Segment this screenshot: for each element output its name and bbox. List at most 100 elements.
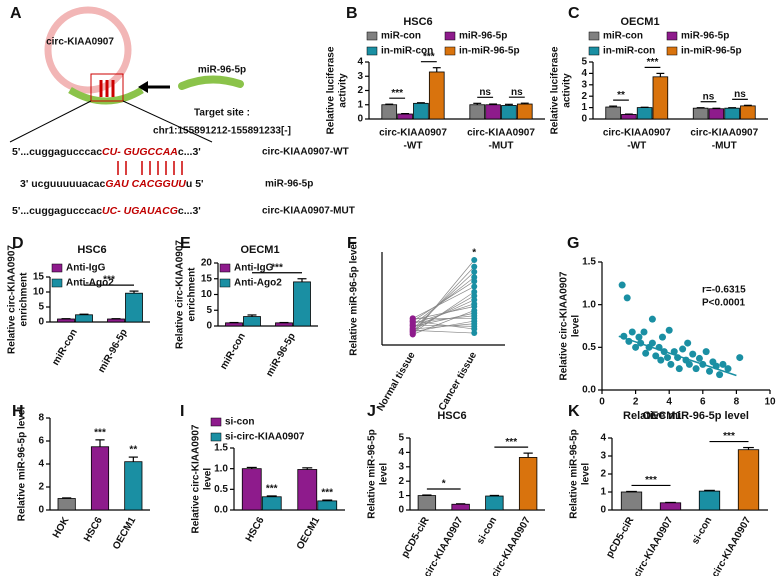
y-axis-label: Relative miR-96-5p level [17,407,28,522]
x-tick-label: -MUT [489,141,514,152]
bar [485,104,501,120]
bar [469,104,486,120]
bar [413,102,429,120]
significance: ns [479,87,491,98]
legend-swatch [210,432,222,442]
x-tick-label: Cancer tissue [437,350,480,413]
point [724,365,732,373]
x-tick-label: miR-96-5p [96,327,130,374]
y-tick-label: 0 [206,321,212,332]
point [471,263,478,270]
significance: ** [617,90,625,101]
significance: *** [391,88,403,99]
point [675,365,683,373]
y-axis-label: level [581,463,592,485]
y-tick-label: 20 [201,258,213,269]
legend-label: in-miR-96-5p [681,46,742,57]
x-tick-label: HSC6 [82,515,105,544]
chart-title: HSC6 [403,16,432,28]
point [640,328,648,336]
y-tick-label: 10 [33,287,45,298]
zoom-line [9,100,92,143]
legend-label: miR-96-5p [681,31,729,42]
x-tick-label: 6 [700,397,706,408]
bar [740,105,756,120]
y-tick-label: 1 [581,102,587,113]
pair-line [412,323,475,330]
y-tick-label: 5 [398,433,404,444]
significance: ns [734,89,746,100]
pair-line [412,312,475,327]
legend-label: si-circ-KIAA0907 [225,432,305,443]
y-tick-label: 5 [38,302,44,313]
y-tick-label: 1.5 [214,443,228,454]
seq-part: 5'...cuggagucccac [12,205,102,217]
y-tick-label: 3 [398,461,404,472]
bar [636,107,653,120]
legend-label: miR-con [381,31,421,42]
sequence: 5'...cuggagucccacUC- UGAUACGc...3' [12,205,201,217]
bar [293,281,311,327]
y-tick-label: 0.0 [582,385,596,396]
x-tick-label: 4 [666,397,672,408]
point [628,328,636,336]
x-tick-label: si-con [690,515,714,546]
y-axis-label: enrichment [19,272,30,327]
y-tick-label: 4 [38,459,44,470]
x-tick-label: 8 [734,397,740,408]
y-tick-label: 0.5 [214,484,228,495]
bar [381,104,398,120]
x-tick-label: miR-con [218,331,248,371]
pair-line [412,306,475,321]
bar [275,322,293,327]
seq-part: UC- UGAUACG [102,205,178,217]
seq-part: c...3' [178,205,201,217]
legend-label: in-miR-96-5p [459,46,520,57]
y-tick-label: 2 [398,476,404,487]
legend-label: si-con [225,417,254,428]
significance: * [472,248,476,259]
stat-r: r=-0.6315 [702,285,746,296]
bar [107,318,125,323]
panel-letter: B [346,5,358,22]
circrna-ring [44,6,132,94]
x-tick-label: -WT [627,141,646,152]
y-tick-label: 0 [357,114,363,125]
sequence: 3' ucguuuuuacacGAU CACGGUUu 5' [20,178,204,190]
significance: *** [271,262,283,273]
y-tick-label: 4 [600,433,606,444]
y-tick-label: 5 [581,57,587,68]
chart-title: HSC6 [77,244,106,256]
point [471,256,478,263]
legend-label: Anti-IgG [66,263,106,274]
point [648,339,656,347]
chart-title: OECM1 [620,16,659,28]
point [632,343,640,351]
bar [451,503,470,511]
bar [124,461,143,511]
y-tick-label: 4 [357,57,363,68]
legend-swatch [51,278,63,288]
pair-line [412,320,475,330]
bar [605,106,621,120]
point [716,371,724,379]
y-tick-label: 0 [38,505,44,516]
bar [57,318,75,323]
y-tick-label: 0.0 [214,505,228,516]
bar [516,103,533,120]
point [471,268,478,275]
pair-line [412,303,475,325]
x-tick-label: circ-KIAA0907 [603,128,671,139]
point [665,326,673,334]
y-axis-label: Relative miR-96-5p [367,429,378,518]
legend-swatch [588,31,600,41]
point [635,333,643,341]
y-tick-label: 2 [600,469,606,480]
seq-part: CU- GUGCCAA [102,146,178,158]
pair-line [412,330,475,334]
target-coord: chr1:155891212-155891233[-] [153,126,291,137]
y-tick-label: 0 [398,505,404,516]
significance: * [442,479,446,490]
mirna-label: miR-96-5p [198,65,246,76]
y-tick-label: 4 [398,447,404,458]
